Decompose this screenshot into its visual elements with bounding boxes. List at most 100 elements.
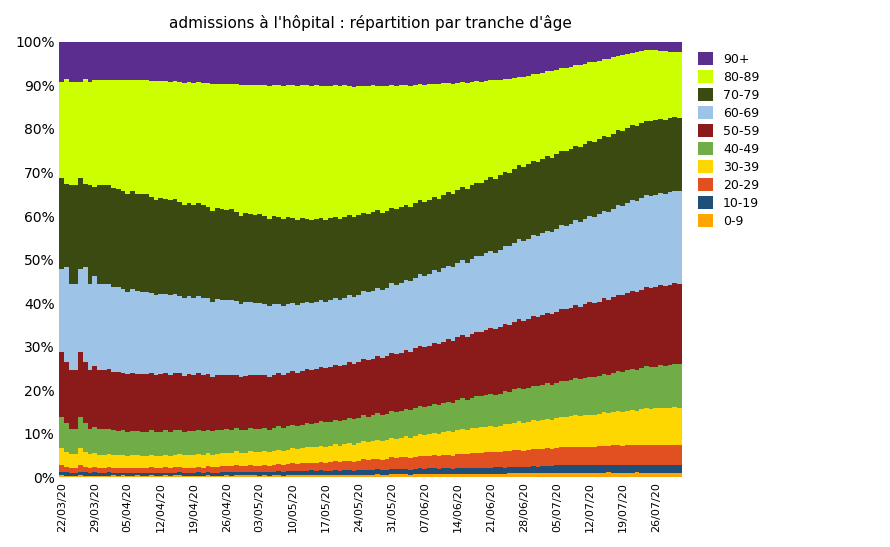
Bar [304, 475, 309, 478]
Bar [522, 321, 526, 389]
Bar [573, 146, 578, 220]
Bar [271, 428, 276, 451]
Bar [653, 409, 658, 445]
Bar [163, 42, 168, 82]
Bar [522, 241, 526, 321]
Bar [507, 392, 512, 424]
Bar [224, 300, 229, 375]
Bar [384, 288, 390, 357]
Bar [337, 446, 343, 462]
Bar [74, 370, 78, 428]
Bar [668, 408, 672, 445]
Bar [257, 375, 262, 429]
Bar [526, 422, 530, 450]
Bar [111, 80, 116, 189]
Bar [503, 451, 507, 468]
Bar [210, 42, 215, 84]
Bar [352, 462, 356, 471]
Bar [187, 455, 191, 468]
Bar [530, 473, 536, 478]
Bar [271, 85, 276, 216]
Bar [658, 445, 663, 465]
Bar [304, 447, 309, 463]
Bar [550, 473, 554, 478]
Bar [343, 365, 347, 420]
Bar [512, 450, 517, 467]
Bar [107, 369, 111, 428]
Bar [206, 473, 210, 475]
Bar [116, 476, 121, 478]
Bar [267, 452, 271, 466]
Bar [309, 463, 314, 470]
Bar [229, 84, 234, 210]
Bar [446, 401, 450, 432]
Bar [144, 476, 149, 478]
Bar [456, 42, 460, 83]
Bar [239, 430, 243, 453]
Bar [361, 441, 366, 459]
Bar [154, 42, 158, 82]
Bar [93, 467, 97, 473]
Bar [309, 42, 314, 86]
Bar [201, 432, 206, 455]
Bar [69, 428, 74, 455]
Bar [639, 465, 644, 473]
Bar [620, 473, 625, 478]
Bar [384, 459, 390, 470]
Bar [352, 471, 356, 475]
Bar [522, 77, 526, 167]
Bar [450, 469, 456, 474]
Bar [460, 454, 465, 468]
Bar [592, 473, 597, 478]
Bar [672, 465, 677, 473]
Bar [625, 465, 630, 473]
Bar [182, 206, 187, 299]
Bar [173, 455, 177, 468]
Bar [644, 50, 649, 120]
Bar [413, 85, 417, 203]
Bar [540, 233, 545, 315]
Bar [437, 84, 441, 199]
Bar [347, 86, 352, 216]
Bar [262, 475, 267, 478]
Bar [276, 304, 281, 373]
Bar [507, 424, 512, 451]
Bar [271, 42, 276, 85]
Bar [536, 473, 540, 478]
Bar [182, 299, 187, 376]
Bar [182, 432, 187, 455]
Bar [107, 80, 111, 185]
Bar [173, 42, 177, 82]
Bar [158, 476, 163, 478]
Bar [677, 465, 682, 473]
Bar [423, 435, 427, 456]
Bar [427, 468, 432, 474]
Bar [309, 370, 314, 423]
Bar [677, 191, 682, 284]
Bar [201, 205, 206, 298]
Bar [446, 193, 450, 266]
Bar [229, 430, 234, 453]
Bar [437, 456, 441, 469]
Bar [602, 211, 606, 299]
Bar [116, 42, 121, 80]
Bar [281, 86, 286, 219]
Bar [262, 304, 267, 375]
Bar [668, 42, 672, 51]
Bar [356, 86, 361, 216]
Bar [352, 364, 356, 420]
Bar [361, 85, 366, 213]
Bar [158, 197, 163, 294]
Bar [498, 426, 503, 452]
Bar [460, 260, 465, 335]
Bar [545, 313, 550, 383]
Bar [69, 42, 74, 82]
Bar [526, 239, 530, 319]
Bar [446, 455, 450, 468]
Bar [116, 430, 121, 456]
Bar [540, 315, 545, 385]
Bar [130, 373, 134, 431]
Bar [101, 473, 107, 476]
Bar [234, 375, 239, 428]
Bar [493, 474, 498, 478]
